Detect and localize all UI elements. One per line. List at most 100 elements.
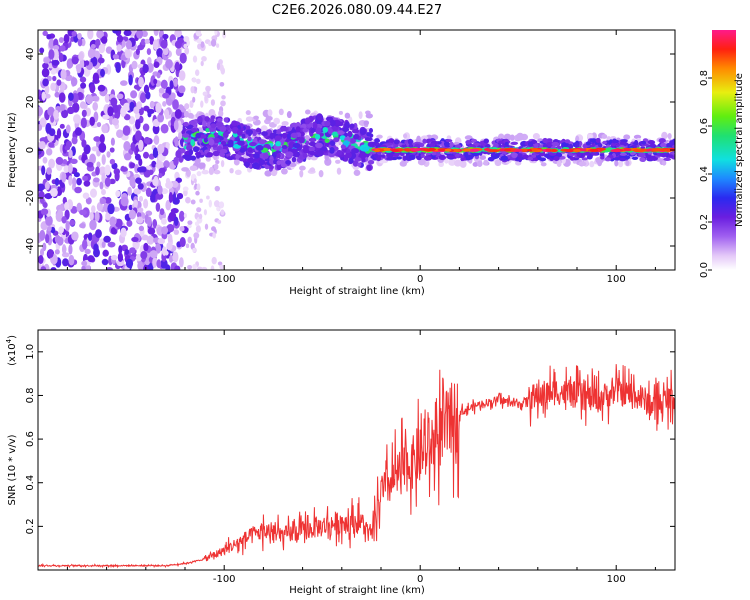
spectrogram-cell <box>376 134 383 139</box>
spectrogram-cell <box>79 223 86 229</box>
spectrogram-cell <box>335 159 341 164</box>
spectrogram-cell <box>87 48 95 59</box>
spectrogram-cell <box>308 146 316 152</box>
spectrogram-cell <box>54 249 60 255</box>
spectrogram-cell <box>90 188 97 198</box>
spectrogram-cell <box>217 131 223 136</box>
spectrogram-cell <box>70 77 78 87</box>
spectrogram-cell <box>76 63 82 74</box>
spectrogram-cell <box>174 136 179 148</box>
spectrogram-cell <box>97 84 106 92</box>
spectrogram-cell <box>367 160 375 165</box>
spectrogram-cell <box>181 167 190 172</box>
spectrogram-cell <box>600 155 605 160</box>
spectrogram-cell <box>619 152 628 156</box>
spectrogram-cell <box>50 267 57 270</box>
spectrogram-cell <box>197 43 202 50</box>
spectrogram-cell <box>196 207 202 213</box>
spectrogram-cell <box>494 152 500 159</box>
spectrogram-cell <box>45 122 52 134</box>
spectrogram-cell <box>91 95 100 102</box>
spectrogram-cell <box>587 134 593 139</box>
spectrogram-cell <box>549 149 558 152</box>
spectrogram-cell <box>133 106 140 115</box>
spectrogram-cell <box>402 133 408 139</box>
spectrogram-cell <box>216 206 221 212</box>
spectrogram-cell <box>197 116 203 123</box>
spectrogram-cell <box>179 225 185 232</box>
spectrogram-cell <box>184 154 192 161</box>
spectrogram-cell <box>459 154 465 159</box>
spectrogram-cell <box>551 141 560 147</box>
spectrogram-cell <box>65 124 71 134</box>
spectrogram-cell <box>166 224 175 233</box>
spectrogram-cell <box>195 30 202 37</box>
spectrogram-cell <box>162 33 169 40</box>
spectrogram-cell <box>353 169 361 176</box>
spectrogram-cell <box>112 30 119 34</box>
spectrogram-cell <box>212 232 217 239</box>
spectrogram-cell <box>564 139 571 144</box>
spectrogram-cell <box>38 124 43 131</box>
spectrogram-cell <box>537 157 545 161</box>
spectrogram-cell <box>468 148 480 152</box>
spectrogram-cell <box>333 137 340 143</box>
spectrogram-cell <box>44 181 50 191</box>
spectrogram-cell <box>190 86 195 94</box>
colorbar-tick-label: 0.6 <box>699 118 710 134</box>
spectrogram-cell <box>44 84 50 95</box>
spectrogram-cell <box>308 137 317 143</box>
spectrogram-cell <box>72 177 77 187</box>
spectrogram-cell <box>129 176 136 188</box>
spectrogram-cell <box>39 229 46 241</box>
spectrogram-cell <box>210 115 216 120</box>
spectrogram-cell <box>220 209 225 216</box>
spectrogram-cell <box>522 154 529 159</box>
spectrogram-cell <box>77 32 82 40</box>
spectrogram-cell <box>269 165 274 170</box>
spectrogram-cell <box>39 196 45 204</box>
spectrogram-cell <box>96 161 101 168</box>
spectrogram-cell <box>48 142 55 148</box>
spectrogram-cell <box>573 149 581 153</box>
spectrogram-cell <box>668 140 675 147</box>
spectrogram-cell <box>128 204 133 211</box>
spectrogram-cell <box>504 141 509 146</box>
spectrogram-cell <box>68 149 73 159</box>
spectrogram-cell <box>417 158 426 166</box>
spectrogram-cell <box>483 159 489 166</box>
spectrogram-cell <box>589 138 598 143</box>
spectrogram-cell <box>304 117 311 125</box>
spectrogram-cell <box>229 167 234 174</box>
spectrogram-cell <box>315 142 323 149</box>
spectrogram-cell <box>38 147 42 155</box>
spectrogram-cell <box>299 170 304 178</box>
spectrogram-cell <box>149 250 158 259</box>
spectrogram-cell <box>39 47 45 54</box>
spectrogram-cell <box>93 50 101 60</box>
spectrogram-cell <box>351 129 360 134</box>
spectrogram-cell <box>158 172 163 179</box>
spectrogram-cell <box>218 201 225 209</box>
spectrogram-cell <box>160 258 168 269</box>
spectrogram-cell <box>650 141 655 148</box>
spectrogram-cell <box>135 177 142 185</box>
spectrogram-cell <box>89 153 96 165</box>
spectrogram-cell <box>145 91 151 100</box>
spectrogram-cell <box>89 219 97 231</box>
spectrogram-cell <box>155 192 164 200</box>
spectrogram-cell <box>101 241 106 248</box>
spectrogram-cell <box>345 152 352 159</box>
spectrogram-cell <box>196 183 201 191</box>
spectrogram-cell <box>222 131 229 139</box>
spectrogram-cell <box>38 141 46 150</box>
spectrogram-cell <box>429 142 436 148</box>
spectrogram-cell <box>364 137 373 142</box>
spectrogram-cell <box>50 69 57 75</box>
spectrogram-cell <box>149 100 155 109</box>
spectrogram-cell <box>39 117 47 128</box>
spectrogram-cell <box>477 160 483 167</box>
spectrogram-cell <box>44 192 53 200</box>
spectrogram-cell <box>136 212 142 218</box>
spectrogram-cell <box>245 129 254 135</box>
